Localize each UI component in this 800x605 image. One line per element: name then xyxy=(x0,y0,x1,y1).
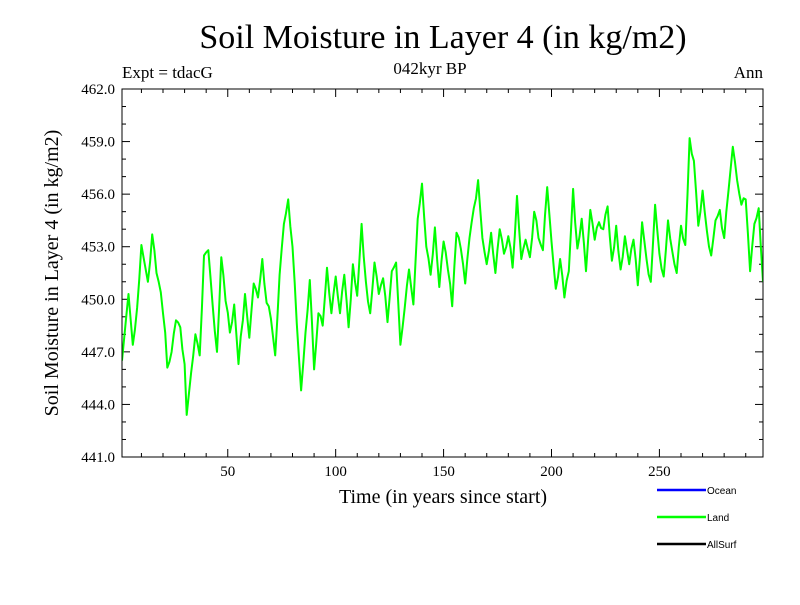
legend-label-allsurf: AllSurf xyxy=(707,540,737,551)
x-tick-label: 50 xyxy=(220,464,235,480)
y-tick-label: 447.0 xyxy=(81,345,115,361)
legend-label-ocean: Ocean xyxy=(707,486,736,497)
y-tick-label: 441.0 xyxy=(81,450,115,466)
legend-label-land: Land xyxy=(707,513,729,524)
x-tick-label: 100 xyxy=(324,464,347,480)
x-tick-label: 150 xyxy=(432,464,455,480)
x-axis-label: Time (in years since start) xyxy=(339,486,547,508)
series-line-land xyxy=(122,137,763,416)
x-tick-label: 200 xyxy=(540,464,563,480)
period-label: 042kyr BP xyxy=(393,59,466,78)
y-tick-label: 459.0 xyxy=(81,135,115,151)
y-tick-label: 456.0 xyxy=(81,187,115,203)
legend: Ocean Land AllSurf xyxy=(657,486,737,551)
season-label: Ann xyxy=(734,63,764,82)
y-tick-label: 453.0 xyxy=(81,240,115,256)
y-axis-label: Soil Moisture in Layer 4 (in kg/m2) xyxy=(41,130,63,417)
tick-labels: 50 100 150 200 250 441.0 444.0 447.0 450.0 453.0 4… xyxy=(81,82,670,480)
y-tick-label: 444.0 xyxy=(81,397,115,413)
y-tick-label: 450.0 xyxy=(81,292,115,308)
series-layer xyxy=(122,137,763,416)
plot-frame xyxy=(121,88,764,458)
chart-title: Soil Moisture in Layer 4 (in kg/m2) xyxy=(199,19,686,56)
x-tick-label: 250 xyxy=(648,464,671,480)
y-tick-label: 462.0 xyxy=(81,82,115,98)
experiment-label: Expt = tdacG xyxy=(122,63,213,82)
